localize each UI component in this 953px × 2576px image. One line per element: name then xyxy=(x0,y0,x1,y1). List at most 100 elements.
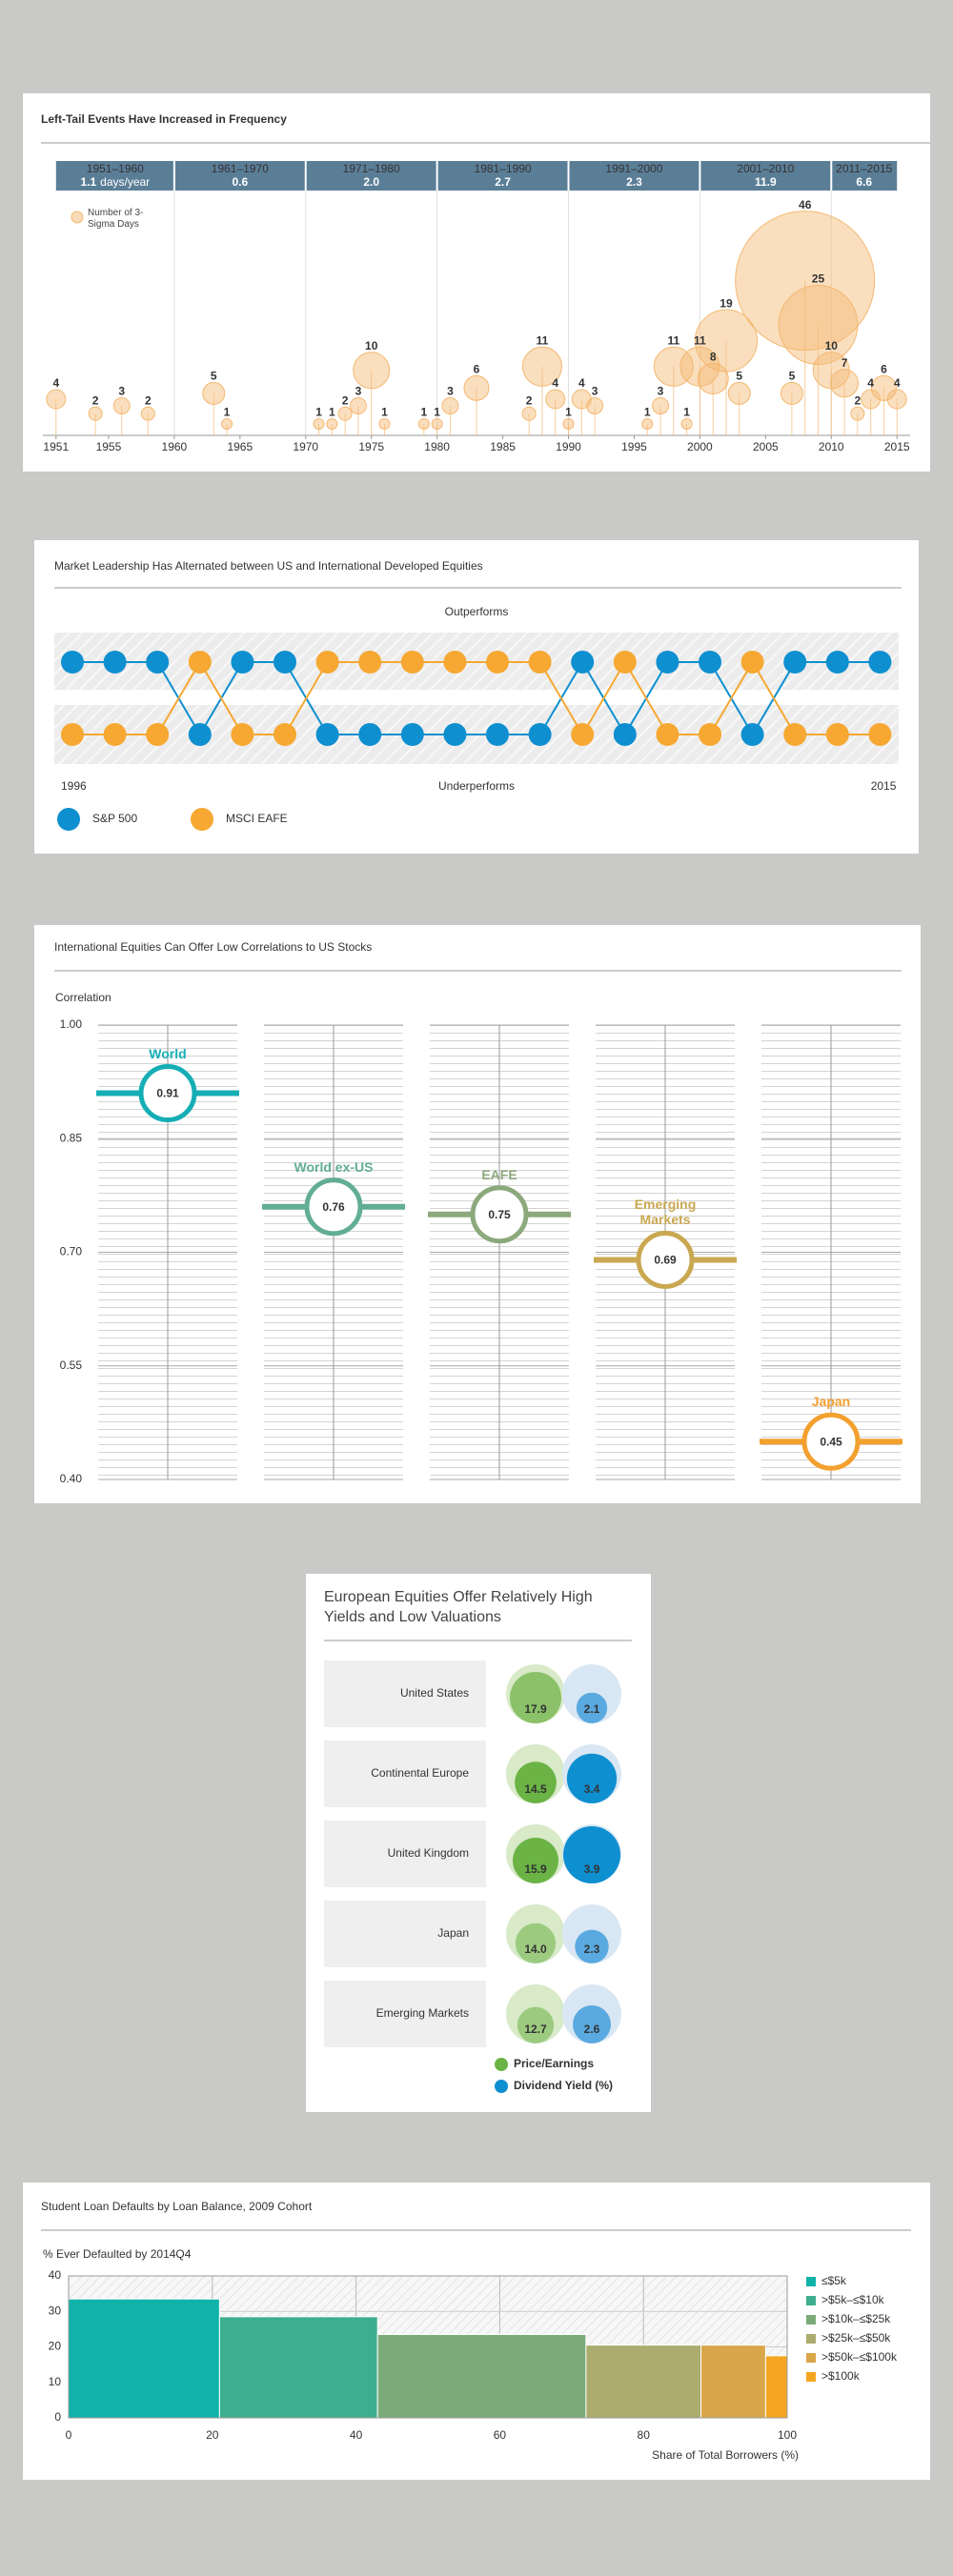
row-box xyxy=(324,1901,486,1967)
bubble-label: 25 xyxy=(812,272,825,286)
bubble xyxy=(349,396,367,414)
x-axis-label: Share of Total Borrowers (%) xyxy=(652,2448,799,2462)
rank-dot xyxy=(486,723,509,746)
period-rate-line: 2.0 xyxy=(363,175,379,189)
bubble-label: 4 xyxy=(52,376,59,390)
period-band xyxy=(55,161,174,191)
rank-dot xyxy=(400,651,424,674)
period-band xyxy=(173,161,306,191)
bubble xyxy=(694,309,758,372)
rank-dot xyxy=(656,723,679,746)
row-label: United Kingdom xyxy=(388,1846,469,1860)
rank-dot xyxy=(740,723,764,746)
bubble xyxy=(202,381,226,405)
rank-dot xyxy=(61,723,84,746)
period-label: 2011–2015 xyxy=(836,162,893,175)
rank-dot xyxy=(315,651,339,674)
period-rate: 6.6 xyxy=(856,175,872,189)
period-band xyxy=(568,161,700,191)
category-label: Emerging Markets xyxy=(634,1197,697,1228)
bubble-label: 2 xyxy=(855,393,862,407)
bar xyxy=(376,2333,587,2419)
row-label: Emerging Markets xyxy=(376,2006,469,2020)
bubble xyxy=(652,396,670,414)
x-tick-label: 1995 xyxy=(621,440,647,453)
bubble-label: 4 xyxy=(578,376,585,390)
bubble-label: 8 xyxy=(710,351,717,364)
bubble-label: 4 xyxy=(552,376,558,390)
bubble xyxy=(830,369,860,398)
bubble-label: 10 xyxy=(365,339,378,352)
rank-dot xyxy=(103,723,127,746)
x-tick-label: 2015 xyxy=(871,779,897,793)
period-rate: 2.7 xyxy=(495,175,511,189)
bubble-label: 1 xyxy=(565,406,572,419)
chart-title: International Equities Can Offer Low Cor… xyxy=(54,940,372,954)
value-circle xyxy=(515,1761,557,1804)
value-circle xyxy=(510,1672,561,1723)
legend-swatch xyxy=(71,211,84,224)
bubble xyxy=(337,406,353,421)
bubble-label: 11 xyxy=(537,333,549,347)
rank-dot xyxy=(358,651,382,674)
bubble xyxy=(780,381,803,405)
rank-dot xyxy=(868,651,892,674)
legend-swatch xyxy=(806,2315,816,2324)
rank-dot xyxy=(699,651,721,674)
level-dot xyxy=(304,1177,363,1237)
legend-label: >$50k–≤$100k xyxy=(821,2350,898,2364)
bubble xyxy=(870,374,897,401)
bubble-label: 1 xyxy=(315,406,322,419)
rank-dot xyxy=(740,651,764,674)
rank-dot xyxy=(699,723,721,746)
bar xyxy=(218,2316,378,2419)
series-line xyxy=(72,660,881,736)
rank-dot xyxy=(188,651,212,674)
legend-swatch xyxy=(495,2058,508,2071)
rank-dot xyxy=(146,723,170,746)
bar xyxy=(700,2345,766,2419)
rank-dot xyxy=(571,723,595,746)
legend-label: Dividend Yield (%) xyxy=(514,2079,613,2092)
row-label: United States xyxy=(400,1686,469,1700)
category-label: World xyxy=(149,1045,187,1061)
x-tick-label: 100 xyxy=(778,2428,797,2442)
x-tick-label: 1980 xyxy=(424,440,450,453)
bubble-label: 2 xyxy=(92,393,99,407)
period-band xyxy=(436,161,569,191)
bubble-label: 11 xyxy=(694,333,706,347)
bubble-label: 11 xyxy=(667,333,679,347)
chart-title: Left-Tail Events Have Increased in Frequ… xyxy=(41,112,287,126)
bubble-label: 5 xyxy=(789,370,796,383)
rank-dot xyxy=(868,723,892,746)
bubble xyxy=(680,418,693,430)
bubble xyxy=(378,418,391,430)
bubble-label: 1 xyxy=(421,406,428,419)
x-tick-label: 0 xyxy=(66,2428,72,2442)
bubble xyxy=(353,352,391,390)
y-tick-label: 0.70 xyxy=(60,1245,83,1258)
bubble-label: 3 xyxy=(118,385,125,398)
value-label: 0.76 xyxy=(322,1200,345,1214)
value-label: 14.5 xyxy=(524,1782,547,1796)
rank-dot xyxy=(274,723,296,746)
x-tick-label: 40 xyxy=(350,2428,363,2442)
level-dot xyxy=(636,1230,695,1289)
rank-dot xyxy=(443,651,467,674)
legend-label: Price/Earnings xyxy=(514,2057,594,2070)
y-tick-label: 0.85 xyxy=(60,1131,83,1144)
y-tick-label: 10 xyxy=(49,2375,62,2388)
rank-dot xyxy=(358,723,382,746)
legend-swatch xyxy=(495,2080,508,2093)
legend-label: >$25k–≤$50k xyxy=(821,2331,891,2345)
legend-swatch xyxy=(806,2296,816,2305)
period-band xyxy=(700,161,832,191)
rank-dot xyxy=(571,651,595,674)
chart-title: Market Leadership Has Alternated between… xyxy=(54,559,483,573)
value-circle xyxy=(563,1826,620,1883)
x-tick-label: 2000 xyxy=(687,440,713,453)
bubble xyxy=(326,418,338,430)
bubble xyxy=(778,285,859,365)
row-label: Outperforms xyxy=(445,605,509,618)
bubble-label: 3 xyxy=(658,385,664,398)
